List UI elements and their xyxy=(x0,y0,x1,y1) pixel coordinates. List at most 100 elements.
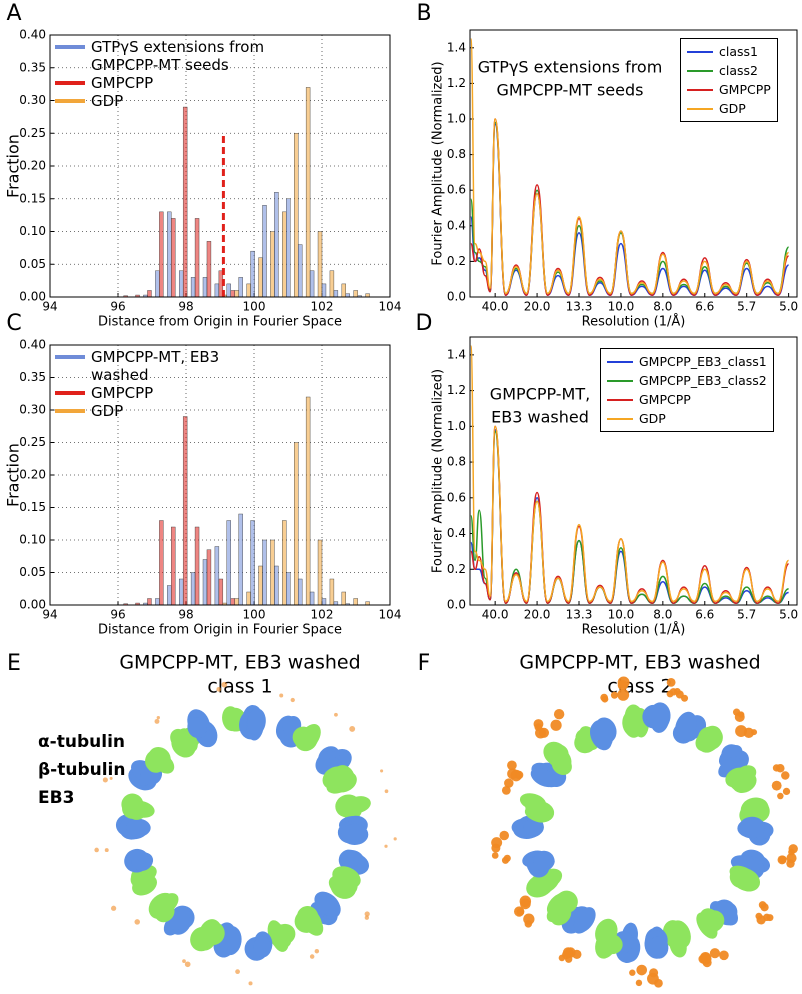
legend: GTPγS extensions from GMPCPP-MT seeds GMP… xyxy=(55,38,270,110)
x-tick-label: 96 xyxy=(110,300,125,314)
eb3-blob xyxy=(334,712,338,717)
y-tick-label: 1.4 xyxy=(447,40,466,54)
tubulin-blob xyxy=(247,708,266,736)
x-tick-label: 8.0 xyxy=(653,300,672,314)
legend-label: GDP xyxy=(639,411,666,426)
eb3-blob xyxy=(617,680,628,691)
bar xyxy=(270,539,275,606)
eb3-blob xyxy=(309,954,315,959)
eb3-blob xyxy=(553,709,565,720)
bar xyxy=(218,578,224,606)
x-tick-label: 94 xyxy=(42,300,57,314)
bar xyxy=(341,591,347,606)
x-tick-label: 40.0 xyxy=(482,608,509,622)
legend-entry: GMPCPP-MT, EB3 washed xyxy=(55,348,270,384)
x-tick-label: 13.3 xyxy=(566,608,593,622)
x-tick-label: 98 xyxy=(178,300,193,314)
x-tick-label: 40.0 xyxy=(482,300,509,314)
x-axis-label: Distance from Origin in Fourier Space xyxy=(98,623,342,638)
bar xyxy=(171,526,176,606)
eb3-blob xyxy=(248,981,253,986)
eb3-blob xyxy=(732,708,741,716)
eb3-blob xyxy=(771,780,782,791)
y-tick-label: 0.35 xyxy=(19,370,46,384)
eb3-blob xyxy=(600,693,608,702)
bar xyxy=(262,205,267,298)
bar xyxy=(238,513,243,606)
y-tick-label: 0.30 xyxy=(19,403,46,417)
tubulin-blob xyxy=(130,869,151,889)
bar xyxy=(282,211,287,298)
y-tick-label: 1.4 xyxy=(447,347,466,361)
legend-swatch xyxy=(55,409,85,413)
eb3-blob xyxy=(491,837,503,849)
x-tick-label: 94 xyxy=(42,608,57,622)
legend-label: GMPCPP xyxy=(639,392,691,407)
tubulin-blob xyxy=(735,873,757,892)
x-tick-label: 6.6 xyxy=(695,300,714,314)
eb3-blob xyxy=(636,964,648,976)
y-tick-label: 0.25 xyxy=(19,435,46,449)
bar xyxy=(234,598,239,606)
panel-label: A xyxy=(6,1,21,26)
eb3-blob xyxy=(109,776,113,780)
y-tick-label: 0.0 xyxy=(447,290,466,304)
line xyxy=(470,345,790,603)
eb3-blob xyxy=(751,729,758,736)
bar xyxy=(294,133,299,298)
tubulin-blob xyxy=(699,911,720,933)
x-tick-label: 10.0 xyxy=(608,300,635,314)
legend-label: GDP xyxy=(91,92,124,110)
bar xyxy=(226,283,231,298)
eb3-blob xyxy=(523,913,535,925)
eb3-blob xyxy=(182,959,186,964)
tubulin-blob xyxy=(336,799,365,818)
plot-frame xyxy=(49,34,391,298)
y-tick-label: 0.10 xyxy=(19,533,46,547)
legend-entry: GMPCPP xyxy=(55,74,270,92)
bar xyxy=(238,277,243,298)
tubulin-blob xyxy=(341,823,369,845)
x-tick-label: 102 xyxy=(311,608,334,622)
panel-title: GMPCPP-MT, EB3 washed xyxy=(119,652,360,674)
eb3-blob xyxy=(788,848,795,856)
x-tick-label: 98 xyxy=(178,608,193,622)
eb3-blob xyxy=(610,691,619,699)
bar xyxy=(226,520,231,606)
eb3-blob xyxy=(635,979,643,987)
eb3-blob xyxy=(104,848,109,853)
legend: GMPCPP-MT, EB3 washed GMPCPP GDP xyxy=(55,348,270,420)
bar xyxy=(202,277,208,298)
tubulin-blob xyxy=(298,907,322,934)
density-legend-label: EB3 xyxy=(38,788,74,808)
eb3-blob xyxy=(235,969,240,975)
eb3-blob xyxy=(314,948,320,954)
tubulin-blob xyxy=(131,852,153,871)
eb3-blob xyxy=(154,718,160,724)
bar xyxy=(309,270,315,298)
bar xyxy=(178,270,184,298)
y-tick-label: 1.0 xyxy=(447,112,466,126)
legend-label: GMPCPP xyxy=(91,74,154,92)
y-tick-label: 0.05 xyxy=(19,257,46,271)
x-tick-label: 10.0 xyxy=(608,608,635,622)
bar xyxy=(298,578,303,606)
tubulin-blob xyxy=(190,926,214,952)
eb3-blob xyxy=(719,950,729,961)
eb3-blob xyxy=(781,771,790,780)
eb3-blob xyxy=(766,914,774,922)
panel-label: C xyxy=(6,311,21,336)
x-tick-label: 8.0 xyxy=(653,608,672,622)
tubulin-blob xyxy=(126,818,151,837)
legend-entry: class2 xyxy=(687,61,771,80)
eb3-blob xyxy=(384,844,388,848)
legend-label: GDP xyxy=(91,402,124,420)
eb3-blob xyxy=(698,954,708,964)
eb3-blob xyxy=(507,760,517,771)
legend-label: class2 xyxy=(719,63,758,78)
y-tick-label: 1.2 xyxy=(447,383,466,397)
tubulin-blob xyxy=(532,873,560,895)
tubulin-blob xyxy=(187,717,207,739)
bar xyxy=(250,520,255,606)
